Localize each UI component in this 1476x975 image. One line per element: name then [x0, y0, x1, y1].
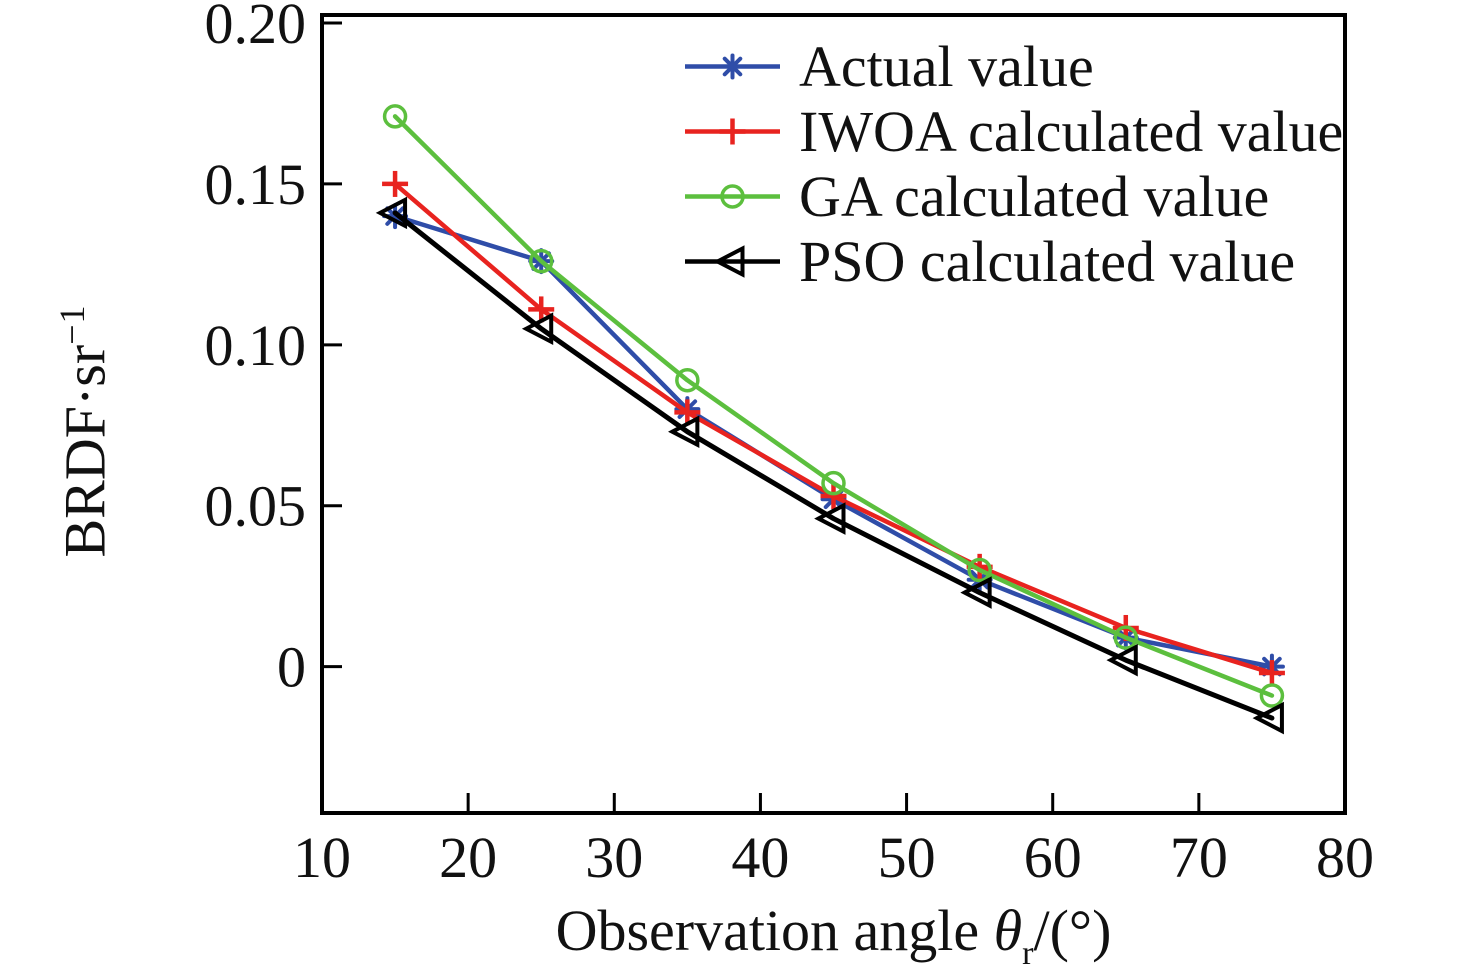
series-line-pso-calculated-value [392, 210, 1275, 721]
marker-iwoa-calculated-value [528, 296, 555, 323]
legend-marker-triangle-icon [685, 245, 780, 278]
x-tick-label-10: 10 [293, 825, 351, 890]
x-axis-title-prefix: Observation angle [555, 898, 994, 963]
legend-glyph-iwoa-calculated-value [719, 118, 746, 145]
marker-iwoa-calculated-value [674, 399, 701, 426]
x-tick-label-60: 60 [1024, 825, 1082, 890]
x-tick-label-80: 80 [1316, 825, 1374, 890]
legend-glyph-actual-value [719, 53, 746, 80]
legend: Actual value IWOA calculated value GA ca… [683, 34, 1343, 294]
x-tick-label-70: 70 [1170, 825, 1228, 890]
y-tick-label-0.10: 0.10 [205, 313, 307, 378]
marker-iwoa-calculated-value [382, 170, 409, 197]
marker-pso-calculated-value [1252, 701, 1284, 735]
marker-iwoa-calculated-value [820, 483, 847, 510]
y-tick-label-0.20: 0.20 [205, 0, 307, 56]
y-axis-title-superscript: −1 [52, 304, 92, 345]
marker-ga-calculated-value [382, 104, 408, 129]
y-tick-label-0.15: 0.15 [205, 152, 307, 217]
marker-ga-calculated-value [528, 248, 554, 274]
marker-pso-calculated-value [521, 312, 554, 346]
legend-glyph-pso-calculated-value [713, 245, 745, 278]
legend-item-iwoa: IWOA calculated value [683, 99, 1343, 164]
marker-pso-calculated-value [1106, 643, 1138, 677]
legend-label-pso: PSO calculated value [799, 229, 1296, 294]
marker-iwoa-calculated-value [1258, 660, 1285, 687]
x-tick-label-20: 20 [439, 825, 497, 890]
legend-label-iwoa: IWOA calculated value [799, 99, 1344, 164]
marker-ga-calculated-value [675, 367, 700, 393]
marker-pso-calculated-value [375, 196, 408, 230]
x-tick-label-40: 40 [731, 825, 789, 890]
legend-marker-circle-icon [685, 184, 780, 209]
x-axis-title-suffix: /(°) [1033, 898, 1112, 963]
marker-ga-calculated-value [1259, 683, 1285, 708]
series-line-ga-calculated-value [392, 114, 1275, 698]
marker-ga-calculated-value [821, 470, 846, 496]
legend-item-pso: PSO calculated value [683, 229, 1343, 294]
marker-pso-calculated-value [668, 415, 700, 448]
legend-item-ga: GA calculated value [683, 164, 1343, 229]
legend-marker-asterisk-icon [685, 53, 780, 80]
marker-pso-calculated-value [960, 576, 992, 609]
y-tick-label-0.05: 0.05 [205, 474, 307, 539]
y-axis-title: BRDF·sr−1 [39, 81, 117, 781]
marker-ga-calculated-value [1113, 625, 1139, 650]
legend-item-actual: Actual value [683, 34, 1343, 99]
x-axis-title-subscript: r [1022, 935, 1034, 972]
legend-label-ga: GA calculated value [799, 164, 1270, 229]
plot-frame [320, 13, 1347, 815]
x-tick-label-50: 50 [878, 825, 936, 890]
y-axis-title-main: BRDF·sr [52, 344, 118, 558]
marker-pso-calculated-value [814, 502, 846, 535]
legend-marker-plus-icon [685, 118, 780, 145]
theta-symbol: θ [993, 898, 1023, 963]
x-axis-title: Observation angle θr/(°) [322, 893, 1345, 972]
y-tick-label-0: 0 [277, 635, 306, 700]
legend-glyph-ga-calculated-value [720, 184, 745, 209]
marker-ga-calculated-value [967, 557, 992, 583]
x-tick-label-30: 30 [585, 825, 643, 890]
legend-label-actual: Actual value [799, 34, 1094, 99]
